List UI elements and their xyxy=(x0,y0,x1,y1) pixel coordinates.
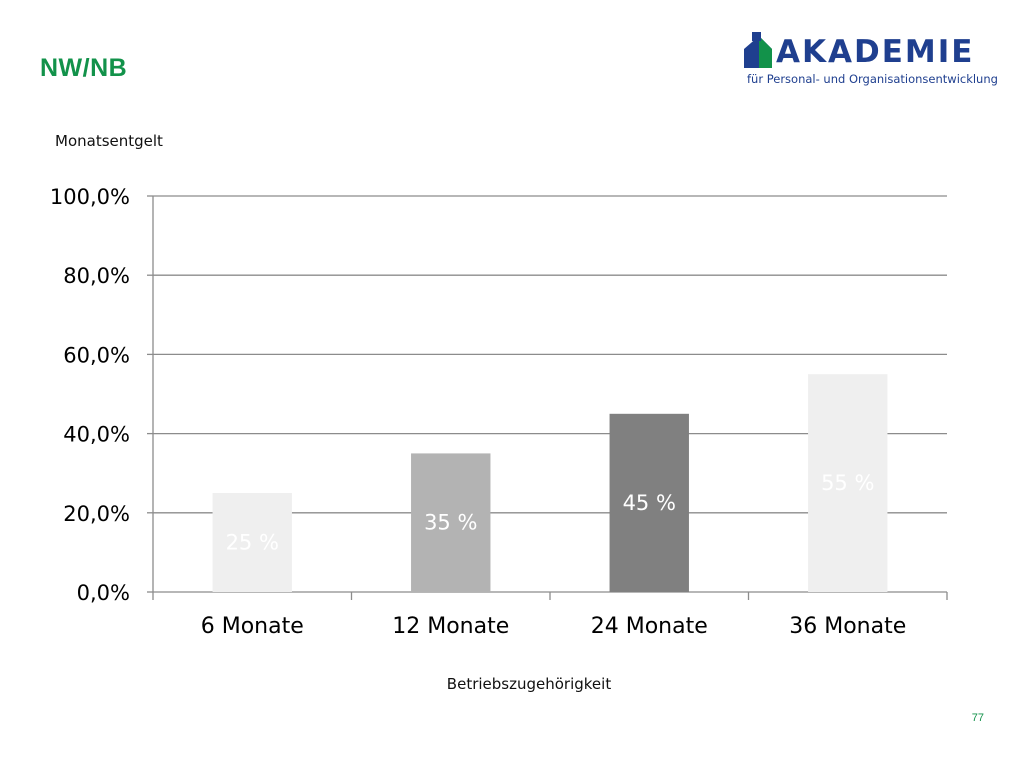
logo-subtitle: für Personal- und Organisationsentwicklu… xyxy=(747,72,998,86)
y-tick-label: 40,0% xyxy=(63,423,130,447)
house-logo-icon xyxy=(744,32,772,68)
data-label: 35 % xyxy=(424,511,477,535)
logo-name: AKADEMIE xyxy=(776,34,975,70)
akademie-logo: AKADEMIE für Personal- und Organisations… xyxy=(742,32,998,92)
bar xyxy=(609,413,689,592)
bar xyxy=(212,493,292,592)
page-number: 77 xyxy=(971,712,984,724)
y-tick-label: 20,0% xyxy=(63,502,130,526)
y-tick-label: 80,0% xyxy=(63,264,130,288)
x-tick-label: 12 Monate xyxy=(392,614,509,639)
x-axis-title: Betriebszugehörigkeit xyxy=(446,675,612,693)
data-label: 55 % xyxy=(821,471,874,495)
slide-title: NW/NB xyxy=(40,54,128,82)
bar xyxy=(808,374,888,592)
data-label: 45 % xyxy=(623,491,676,515)
bar xyxy=(411,453,491,592)
y-tick-label: 100,0% xyxy=(50,185,130,209)
y-tick-label: 60,0% xyxy=(63,343,130,367)
y-tick-label: 0,0% xyxy=(77,581,130,605)
x-tick-label: 36 Monate xyxy=(789,614,906,639)
x-tick-label: 24 Monate xyxy=(591,614,708,639)
x-tick-label: 6 Monate xyxy=(201,614,304,639)
y-axis-title: Monatsentgelt xyxy=(55,132,163,150)
data-label: 25 % xyxy=(226,531,279,555)
